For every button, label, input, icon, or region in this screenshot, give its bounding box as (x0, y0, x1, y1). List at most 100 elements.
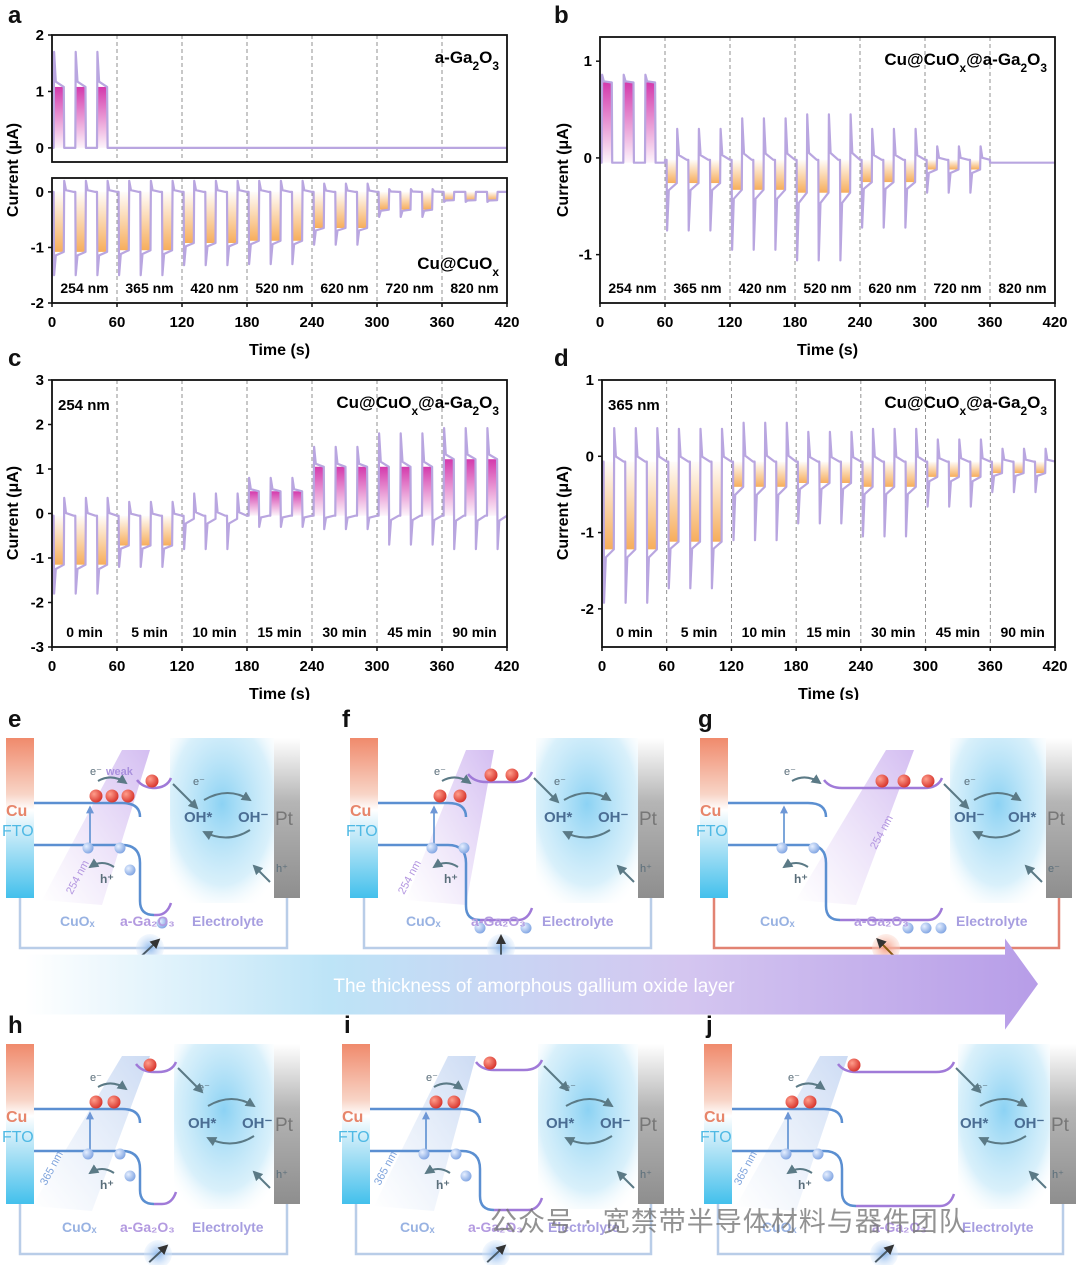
photocurrent-fill (422, 466, 433, 516)
light-beam (374, 1056, 476, 1211)
pt-label: Pt (1051, 1115, 1070, 1136)
segment-label: 10 min (192, 624, 236, 640)
redox-cycle-arrow (973, 791, 1022, 802)
photocurrent-fill (444, 459, 454, 516)
photocurrent-fill (205, 191, 216, 243)
electron-icon (89, 789, 103, 803)
oh-right-label: OH⁻ (598, 809, 629, 826)
segment-label: 720 nm (385, 280, 433, 296)
photocurrent-fill (140, 191, 151, 251)
ga2o3-conduction-band (135, 1061, 178, 1074)
electron-label: e⁻ (784, 766, 796, 778)
photocurrent-fill (755, 461, 765, 487)
x-tick-label: 300 (913, 658, 938, 675)
chart-c: -3 -2 -1 0 1 2 3 0 60 120 180 240 300 360 420 Time (s) 0… (31, 372, 520, 700)
hole-icon (156, 917, 168, 929)
wavelength-label: 365 nm (608, 397, 660, 414)
photocurrent-fill (753, 159, 764, 190)
hole-icon (418, 1148, 430, 1160)
x-tick-label: 180 (234, 314, 259, 331)
redox-cycle-arrow (978, 1135, 1027, 1147)
electron-icon (897, 774, 911, 788)
photocurrent-fill (862, 159, 872, 183)
segment-label: 365 nm (673, 280, 721, 296)
x-tick-label: 0 (598, 658, 606, 675)
hole-icon (114, 1148, 126, 1160)
x-tick-label: 180 (234, 658, 259, 675)
wavelength-label: 254 nm (58, 397, 110, 414)
x-tick-label: 300 (912, 314, 937, 331)
y-tick-label: 0 (586, 448, 594, 465)
hole-icon (780, 1148, 792, 1160)
thickness-arrow-label: The thickness of amorphous gallium oxide… (333, 976, 735, 997)
hole-icon (82, 1148, 94, 1160)
y-tick-label: -3 (31, 639, 44, 656)
ga2o3-conduction-band (823, 777, 944, 790)
ammeter-needle (486, 1244, 507, 1263)
x-tick-label: 120 (169, 314, 194, 331)
cu-label: Cu (342, 1109, 363, 1126)
fto-label: FTO (346, 823, 378, 840)
hole-icon (460, 1170, 472, 1182)
x-axis-label: Time (s) (249, 342, 310, 359)
ga2o3-valence-band (494, 1197, 544, 1212)
photocurrent-fill (379, 191, 389, 210)
chart-a-bottom: -2 -1 0 0 60 120 180 240 300 360 420 Time (s) 254 nm… (31, 177, 520, 359)
sample-label: Cu@CuOx (417, 254, 499, 279)
oh-left-label: OH⁻ (954, 809, 985, 826)
pt-label: Pt (639, 809, 658, 830)
hole-transfer-arrow (424, 1164, 451, 1175)
photocurrent-fill (863, 461, 873, 487)
y-tick-label: 2 (36, 27, 44, 44)
photocurrent-fill (140, 515, 151, 546)
hole-icon (124, 1170, 136, 1182)
photocurrent-fill (906, 461, 916, 487)
electron-label: e⁻ (976, 1082, 988, 1094)
photocurrent-fill (883, 159, 894, 183)
light-beam (796, 750, 914, 905)
x-axis-label: Time (s) (798, 686, 859, 700)
electron-transfer-arrow (97, 774, 128, 785)
hole-label: h⁺ (798, 1178, 812, 1192)
hole-label: h⁺ (444, 872, 458, 886)
sample-label: Cu@CuOx@a-Ga2O3 (884, 50, 1047, 75)
pt-label: Pt (275, 809, 294, 830)
y-tick-label: -2 (31, 295, 44, 312)
oh-right-label: OH⁻ (600, 1115, 631, 1132)
panel-letter-f: f (342, 706, 350, 733)
segment-label: 254 nm (608, 280, 656, 296)
hole-transfer-arrow (88, 858, 115, 869)
electron-label: e⁻ (554, 776, 566, 788)
pt-electrode (1046, 738, 1072, 898)
ga2o3-valence-band (856, 1193, 956, 1208)
hole-transfer-arrow (786, 1164, 813, 1175)
photocurrent-fill (335, 191, 346, 228)
x-tick-label: 60 (657, 314, 674, 331)
pt-electrode (274, 1044, 300, 1204)
y-tick-label: 1 (586, 372, 594, 389)
current-curve (52, 179, 507, 277)
pt-carrier-label: h⁺ (1052, 1169, 1064, 1181)
panel-letter-d: d (554, 345, 569, 372)
cu-label: Cu (6, 1109, 27, 1126)
electron-transfer-arrow (433, 1080, 464, 1091)
photocurrent-fill (75, 191, 86, 252)
segment-label: 520 nm (803, 280, 851, 296)
x-tick-label: 420 (494, 658, 519, 675)
pt-electrode (1050, 1044, 1076, 1204)
electron-to-electrolyte-arrow (172, 783, 199, 810)
sample-label: Cu@CuOx@a-Ga2O3 (336, 393, 499, 418)
current-curve (52, 427, 508, 595)
cu-fto-electrode (6, 1044, 34, 1204)
photocurrent-fill (623, 82, 634, 163)
photocurrent-fill (54, 515, 64, 565)
segment-label: 420 nm (738, 280, 786, 296)
ga2o3-conduction-band (136, 777, 173, 790)
y-axis-label-a: Current (μA) (5, 123, 22, 217)
hole-icon (474, 922, 486, 934)
panel-letter-b: b (554, 2, 569, 29)
y-tick-label: -2 (581, 601, 594, 618)
plot-frame (51, 34, 508, 163)
